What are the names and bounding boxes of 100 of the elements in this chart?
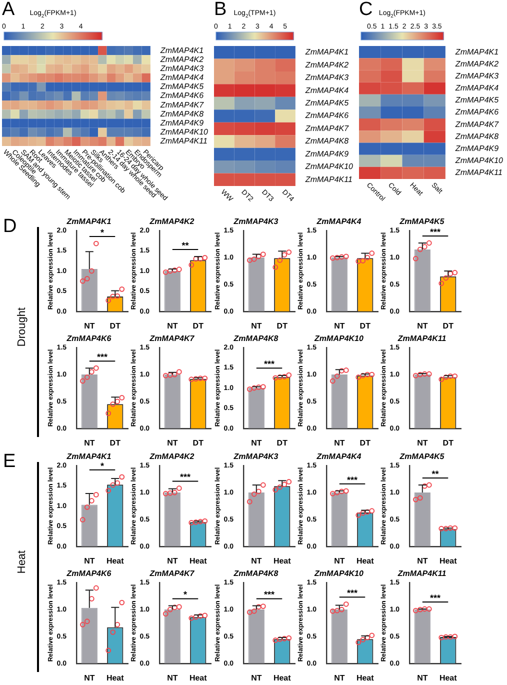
y-tick-label: ZmMAP4K6 xyxy=(304,111,350,120)
text: E xyxy=(3,451,16,472)
y-tick-label: ZmMAP4K7 xyxy=(454,120,500,129)
chart-title: ZmMAP4K2 xyxy=(148,452,195,462)
x-tick-label: NT xyxy=(167,673,178,682)
annotation: ** xyxy=(432,468,440,479)
y-tick-label: ZmMAP4K9 xyxy=(454,144,500,153)
y-tick-label: ZmMAP4K10 xyxy=(304,162,354,172)
annotation: *** xyxy=(430,226,442,237)
y-tick-label: ZmMAP4K4 xyxy=(159,73,204,82)
y-tick-label: ZmMAP4K11 xyxy=(304,174,352,184)
chart-title: ZmMAP4K7 xyxy=(148,334,195,344)
x-tick-label: Heat xyxy=(273,673,292,682)
x-tick-label: Heat xyxy=(356,673,374,682)
y-tick-label: ZmMAP4K9 xyxy=(304,149,350,158)
y-tick-label: ZmMAP4K5 xyxy=(159,82,204,92)
x-tick-label: NT xyxy=(251,321,262,330)
x-tick-label: NT xyxy=(334,556,345,566)
chart-title: ZmMAP4K3 xyxy=(232,217,279,226)
y-tick-label: ZmMAP4K4 xyxy=(304,86,350,95)
y-tick-label: ZmMAP4K11 xyxy=(454,168,502,178)
y-tick-label: ZmMAP4K3 xyxy=(304,73,350,82)
x-tick-label: NT xyxy=(84,321,95,330)
annotation: *** xyxy=(347,474,358,485)
x-tick-label: DT xyxy=(442,438,454,448)
x-tick-label: NT xyxy=(334,673,345,682)
x-tick-label: DT xyxy=(276,321,288,330)
chart-title: ZmMAP4K10 xyxy=(314,334,364,344)
x-tick-label: DT xyxy=(110,438,121,448)
x-tick-label: Heat xyxy=(273,556,292,566)
y-tick-label: ZmMAP4K3 xyxy=(159,64,204,73)
text: B xyxy=(214,0,227,20)
annotation: *** xyxy=(347,588,358,598)
annotation: * xyxy=(100,460,105,471)
chart-title: ZmMAP4K5 xyxy=(398,452,445,462)
chart-title: ZmMAP4K11 xyxy=(396,334,447,344)
chart-title: ZmMAP4K11 xyxy=(396,569,447,578)
x-tick-label: Heat xyxy=(189,556,208,566)
text: D xyxy=(3,216,17,237)
y-tick-label: ZmMAP4K4 xyxy=(454,84,500,93)
x-tick-label: NT xyxy=(167,556,178,566)
x-tick-label: DT xyxy=(276,438,288,448)
x-tick-label: NT xyxy=(417,438,428,448)
x-tick-label: Heat xyxy=(106,673,124,682)
x-tick-label: DT xyxy=(110,321,121,330)
chart-title: ZmMAP4K2 xyxy=(148,217,195,226)
y-tick-label: ZmMAP4K1 xyxy=(304,48,349,57)
y-tick-label: ZmMAP4K8 xyxy=(159,109,204,118)
x-tick-label: Heat xyxy=(439,556,458,566)
x-tick-label: NT xyxy=(84,556,95,566)
x-tick-label: Heat xyxy=(189,673,208,682)
chart-title: ZmMAP4K8 xyxy=(232,334,279,344)
annotation: *** xyxy=(264,590,276,600)
y-tick-label: ZmMAP4K8 xyxy=(454,132,500,141)
y-tick-label: ZmMAP4K6 xyxy=(159,91,204,100)
x-tick-label: NT xyxy=(251,438,262,448)
y-tick-label: ZmMAP4K6 xyxy=(454,108,500,117)
annotation: *** xyxy=(97,352,108,362)
x-tick-label: NT xyxy=(84,673,95,682)
chart-title: ZmMAP4K1 xyxy=(66,452,112,462)
x-tick-label: NT xyxy=(417,673,428,682)
y-tick-label: ZmMAP4K1 xyxy=(454,47,499,56)
annotation: *** xyxy=(264,359,276,370)
y-tick-label: ZmMAP4K10 xyxy=(159,128,209,137)
x-tick-label: Heat xyxy=(356,556,374,566)
x-tick-label: NT xyxy=(84,438,95,448)
chart-title: ZmMAP4K10 xyxy=(314,569,364,578)
y-tick-label: ZmMAP4K7 xyxy=(304,124,350,133)
chart-title: ZmMAP4K1 xyxy=(66,217,112,226)
text: C xyxy=(359,0,373,20)
x-tick-label: DT xyxy=(360,321,371,330)
y-tick-label: ZmMAP4K11 xyxy=(159,136,208,146)
y-tick-label: ZmMAP4K1 xyxy=(159,46,204,55)
y-tick-label: ZmMAP4K8 xyxy=(304,136,350,146)
y-tick-label: ZmMAP4K2 xyxy=(159,54,204,64)
y-tick-label: ZmMAP4K7 xyxy=(159,100,204,110)
chart-title: ZmMAP4K7 xyxy=(148,569,195,578)
chart-title: ZmMAP4K8 xyxy=(232,569,279,578)
chart-title: ZmMAP4K4 xyxy=(316,452,362,462)
x-tick-label: NT xyxy=(167,438,178,448)
y-tick-label: ZmMAP4K3 xyxy=(454,71,500,80)
chart-title: ZmMAP4K5 xyxy=(398,217,445,226)
y-tick-label: ZmMAP4K10 xyxy=(454,156,504,166)
x-tick-label: DT xyxy=(192,438,204,448)
chart-title: ZmMAP4K4 xyxy=(316,217,362,226)
text: A xyxy=(2,0,15,20)
annotation: * xyxy=(184,590,188,600)
x-tick-label: NT xyxy=(417,321,428,330)
y-tick-label: ZmMAP4K5 xyxy=(454,96,500,105)
chart-title: ZmMAP4K3 xyxy=(232,452,279,462)
annotation: * xyxy=(100,228,105,238)
annotation: *** xyxy=(430,592,442,603)
annotation: ** xyxy=(182,240,190,250)
y-tick-label: ZmMAP4K9 xyxy=(159,118,204,128)
annotation: *** xyxy=(180,472,192,482)
y-tick-label: ZmMAP4K2 xyxy=(304,60,350,70)
x-tick-label: NT xyxy=(167,321,178,330)
x-tick-label: DT xyxy=(442,321,454,330)
chart-title: ZmMAP4K6 xyxy=(66,334,112,344)
x-tick-label: NT xyxy=(251,556,262,566)
